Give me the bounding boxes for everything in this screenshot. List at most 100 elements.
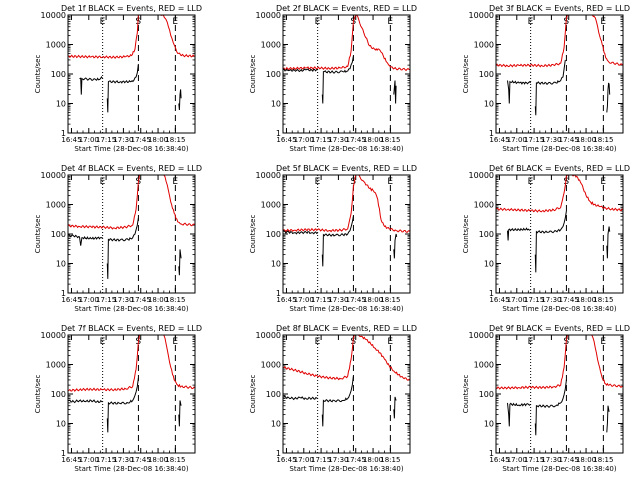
- event-marker-label: E: [315, 337, 321, 347]
- x-tick-label: 17:00: [79, 296, 99, 304]
- y-tick-label: 1000: [474, 201, 494, 210]
- panel-title: Det 6f BLACK = Events, RED = LLD: [489, 164, 630, 173]
- events-series-line: [321, 56, 354, 104]
- x-tick-label: 17:45: [131, 136, 151, 144]
- y-tick-label: 1: [61, 449, 66, 458]
- lld-series-line: [283, 335, 410, 381]
- y-tick-label: 10000: [256, 11, 281, 20]
- plot-frame: [282, 14, 411, 134]
- lld-series-line: [68, 335, 195, 392]
- plot-frame: [495, 174, 624, 294]
- y-tick-label: 1: [489, 129, 494, 138]
- x-axis-label: Start Time (28-Dec-08 16:38:40): [74, 465, 188, 473]
- events-series-line: [178, 249, 182, 276]
- y-tick-label: 100: [51, 230, 66, 239]
- y-tick-label: 10000: [256, 331, 281, 340]
- lld-series-line: [496, 175, 623, 213]
- x-tick-label: 18:15: [593, 136, 613, 144]
- x-tick-label: 17:15: [311, 456, 331, 464]
- events-series-line: [534, 59, 566, 116]
- panel-title: Det 4f BLACK = Events, RED = LLD: [61, 164, 202, 173]
- y-tick-label: 100: [51, 390, 66, 399]
- x-axis-label: Start Time (28-Dec-08 16:38:40): [74, 305, 188, 313]
- plot-frame: [67, 174, 196, 294]
- events-series-line: [534, 210, 567, 273]
- x-tick-label: 17:15: [524, 456, 544, 464]
- event-marker-label: S: [350, 177, 356, 187]
- x-tick-label: 18:15: [380, 296, 400, 304]
- events-series-line: [68, 233, 103, 246]
- x-tick-label: 18:00: [363, 456, 383, 464]
- y-tick-label: 10000: [469, 171, 494, 180]
- events-series-line: [283, 68, 318, 73]
- plot-frame: [495, 334, 624, 454]
- x-tick-label: 17:00: [507, 136, 527, 144]
- x-tick-label: 17:45: [559, 136, 579, 144]
- y-tick-label: 100: [479, 70, 494, 79]
- event-marker-label: E: [528, 17, 534, 27]
- y-tick-label: 100: [266, 70, 281, 79]
- y-tick-label: 1000: [261, 361, 281, 370]
- y-tick-label: 1: [61, 129, 66, 138]
- x-tick-label: 16:45: [61, 456, 81, 464]
- y-tick-label: 1: [276, 129, 281, 138]
- panel-title: Det 1f BLACK = Events, RED = LLD: [61, 4, 202, 13]
- events-series-line: [106, 377, 139, 433]
- x-tick-label: 17:30: [541, 136, 561, 144]
- plot-frame: [495, 14, 624, 134]
- event-marker-label: E: [600, 177, 606, 187]
- x-tick-label: 18:00: [148, 456, 168, 464]
- x-axis-label: Start Time (28-Dec-08 16:38:40): [74, 145, 188, 153]
- plot-frame: [67, 14, 196, 134]
- y-tick-label: 1: [61, 289, 66, 298]
- event-marker-label: E: [315, 17, 321, 27]
- x-tick-label: 17:30: [328, 296, 348, 304]
- y-tick-label: 10: [56, 420, 66, 429]
- y-axis-label: Counts/sec: [249, 375, 257, 414]
- event-marker-label: E: [600, 17, 606, 27]
- y-tick-label: 100: [479, 230, 494, 239]
- event-marker-label: E: [528, 337, 534, 347]
- x-axis-label: Start Time (28-Dec-08 16:38:40): [289, 465, 403, 473]
- x-tick-label: 17:45: [346, 296, 366, 304]
- y-tick-label: 10: [484, 260, 494, 269]
- x-tick-label: 18:15: [593, 456, 613, 464]
- x-tick-label: 16:45: [276, 136, 296, 144]
- events-series-line: [106, 217, 139, 279]
- panel-title: Det 5f BLACK = Events, RED = LLD: [276, 164, 417, 173]
- y-tick-label: 1000: [261, 201, 281, 210]
- event-marker-label: E: [600, 337, 606, 347]
- x-tick-label: 17:30: [328, 456, 348, 464]
- x-tick-label: 17:00: [507, 456, 527, 464]
- y-tick-label: 10: [271, 100, 281, 109]
- x-tick-label: 17:15: [311, 296, 331, 304]
- events-series-line: [393, 233, 398, 259]
- x-tick-label: 17:00: [507, 296, 527, 304]
- lld-series-line: [68, 15, 195, 59]
- x-tick-label: 17:30: [113, 456, 133, 464]
- x-tick-label: 17:15: [96, 296, 116, 304]
- x-tick-label: 17:45: [346, 136, 366, 144]
- x-tick-label: 17:15: [96, 456, 116, 464]
- events-series-line: [606, 405, 610, 433]
- events-series-line: [393, 80, 397, 104]
- y-tick-label: 10000: [469, 11, 494, 20]
- y-tick-label: 10000: [41, 331, 66, 340]
- x-tick-label: 17:45: [131, 456, 151, 464]
- x-tick-label: 18:00: [363, 296, 383, 304]
- events-series-line: [321, 216, 354, 267]
- x-tick-label: 17:45: [559, 456, 579, 464]
- y-tick-label: 1000: [474, 41, 494, 50]
- x-tick-label: 17:30: [541, 296, 561, 304]
- events-series-line: [79, 75, 104, 95]
- panel-title: Det 3f BLACK = Events, RED = LLD: [489, 4, 630, 13]
- plot-frame: [67, 334, 196, 454]
- events-series-line: [507, 227, 531, 241]
- x-tick-label: 18:15: [165, 136, 185, 144]
- y-tick-label: 1000: [46, 201, 66, 210]
- y-tick-label: 10000: [469, 331, 494, 340]
- events-series-line: [393, 396, 397, 419]
- x-tick-label: 18:15: [593, 296, 613, 304]
- events-series-line: [283, 230, 318, 235]
- x-tick-label: 16:45: [276, 296, 296, 304]
